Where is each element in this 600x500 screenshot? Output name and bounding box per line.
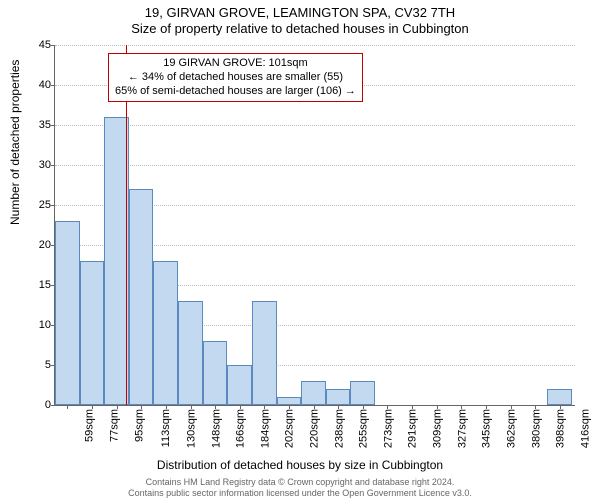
xtick-mark [461, 405, 462, 409]
xtick-mark [215, 405, 216, 409]
ytick-label: 25 [5, 199, 51, 211]
xtick-label: 291sqm [407, 409, 419, 448]
ytick-label: 5 [5, 359, 51, 371]
footer-line1: Contains HM Land Registry data © Crown c… [0, 477, 600, 487]
xtick-label: 398sqm [555, 409, 567, 448]
histogram-bar [227, 365, 252, 405]
xtick-label: 220sqm [309, 409, 321, 448]
xtick-mark [191, 405, 192, 409]
histogram-bar [252, 301, 277, 405]
chart-subtitle: Size of property relative to detached ho… [0, 20, 600, 36]
xtick-label: 166sqm [235, 409, 247, 448]
xtick-label: 113sqm [160, 409, 172, 447]
xtick-mark [387, 405, 388, 409]
ytick-label: 0 [5, 399, 51, 411]
xtick-mark [338, 405, 339, 409]
ytick-mark [51, 205, 55, 206]
histogram-bar [301, 381, 326, 405]
ytick-label: 40 [5, 79, 51, 91]
callout-line3: 65% of semi-detached houses are larger (… [115, 85, 356, 99]
xtick-mark [117, 405, 118, 409]
xtick-label: 77sqm [109, 409, 121, 442]
ytick-label: 15 [5, 279, 51, 291]
histogram-bar [350, 381, 375, 405]
callout-line2: ← 34% of detached houses are smaller (55… [115, 71, 356, 85]
xtick-label: 130sqm [185, 409, 197, 448]
histogram-bar [153, 261, 178, 405]
histogram-bar [203, 341, 228, 405]
histogram-bar [277, 397, 302, 405]
ytick-label: 10 [5, 319, 51, 331]
xtick-label: 362sqm [505, 409, 517, 448]
ytick-mark [51, 125, 55, 126]
xtick-label: 416sqm [579, 409, 591, 448]
xtick-label: 95sqm [133, 409, 145, 442]
ytick-mark [51, 165, 55, 166]
ytick-label: 35 [5, 119, 51, 131]
xtick-label: 184sqm [259, 409, 271, 448]
histogram-bar [129, 189, 154, 405]
xtick-label: 148sqm [210, 409, 222, 448]
x-axis-label: Distribution of detached houses by size … [0, 458, 600, 472]
xtick-mark [560, 405, 561, 409]
xtick-mark [486, 405, 487, 409]
xtick-mark [67, 405, 68, 409]
gridline [55, 45, 575, 46]
histogram-bar [178, 301, 203, 405]
xtick-mark [141, 405, 142, 409]
chart-container: 19, GIRVAN GROVE, LEAMINGTON SPA, CV32 7… [0, 0, 600, 500]
callout-box: 19 GIRVAN GROVE: 101sqm ← 34% of detache… [108, 53, 363, 102]
xtick-mark [511, 405, 512, 409]
xtick-mark [314, 405, 315, 409]
xtick-label: 238sqm [333, 409, 345, 448]
xtick-label: 380sqm [530, 409, 542, 448]
gridline [55, 125, 575, 126]
ytick-mark [51, 405, 55, 406]
xtick-label: 202sqm [284, 409, 296, 448]
xtick-label: 255sqm [358, 409, 370, 448]
plot-area: 051015202530354045 19 GIRVAN GROVE: 101s… [54, 45, 575, 406]
xtick-mark [289, 405, 290, 409]
histogram-bar [80, 261, 105, 405]
xtick-label: 309sqm [432, 409, 444, 448]
xtick-label: 345sqm [481, 409, 493, 448]
xtick-mark [166, 405, 167, 409]
ytick-label: 30 [5, 159, 51, 171]
xtick-mark [240, 405, 241, 409]
ytick-mark [51, 45, 55, 46]
histogram-bar [55, 221, 80, 405]
xtick-mark [92, 405, 93, 409]
histogram-bar [326, 389, 351, 405]
gridline [55, 165, 575, 166]
xtick-mark [363, 405, 364, 409]
xtick-label: 59sqm [84, 409, 96, 442]
xtick-mark [535, 405, 536, 409]
chart-title: 19, GIRVAN GROVE, LEAMINGTON SPA, CV32 7… [0, 0, 600, 20]
histogram-bar [547, 389, 572, 405]
xtick-mark [412, 405, 413, 409]
footer-attribution: Contains HM Land Registry data © Crown c… [0, 477, 600, 498]
ytick-label: 20 [5, 239, 51, 251]
xtick-mark [437, 405, 438, 409]
ytick-label: 45 [5, 39, 51, 51]
ytick-mark [51, 85, 55, 86]
xtick-mark [264, 405, 265, 409]
xtick-label: 327sqm [456, 409, 468, 448]
xtick-label: 273sqm [382, 409, 394, 448]
footer-line2: Contains public sector information licen… [0, 488, 600, 498]
callout-line1: 19 GIRVAN GROVE: 101sqm [115, 57, 356, 71]
